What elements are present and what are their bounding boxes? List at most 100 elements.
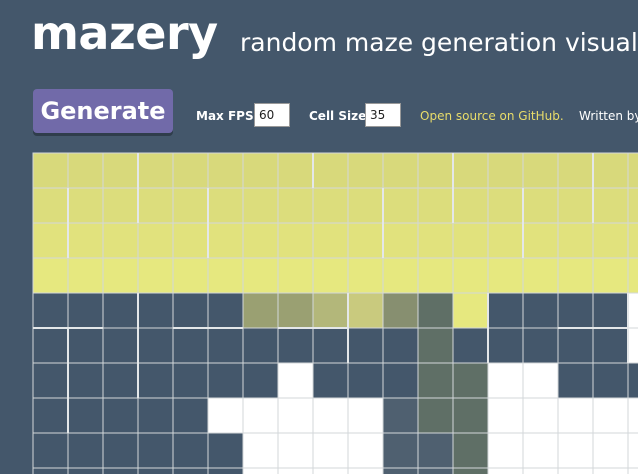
maze-cell [522, 397, 559, 434]
maze-cell [277, 222, 314, 259]
maze-cell [592, 362, 629, 399]
maze-cell [312, 187, 349, 224]
maze-cell [242, 152, 279, 189]
maze-cell [207, 187, 244, 224]
maze-cell [417, 222, 454, 259]
maze-cell [487, 187, 524, 224]
maze-cell [277, 432, 314, 469]
maze-cell [172, 187, 209, 224]
maze-cell [347, 152, 384, 189]
maze-cell [382, 292, 419, 329]
maze-cell [557, 467, 594, 474]
maze-cell [32, 362, 69, 399]
maze-cell [382, 362, 419, 399]
maze-cell [102, 362, 139, 399]
fps-input[interactable]: 60 [254, 103, 290, 127]
maze-cell [627, 152, 638, 189]
maze-cell [137, 257, 174, 294]
maze-cell [207, 152, 244, 189]
maze-cell [487, 257, 524, 294]
maze-cell [347, 187, 384, 224]
maze-cell [347, 467, 384, 474]
maze-cell [522, 222, 559, 259]
maze-cell [207, 432, 244, 469]
maze-cell [592, 152, 629, 189]
maze-cell [452, 397, 489, 434]
maze-cell [382, 397, 419, 434]
maze-cell [417, 362, 454, 399]
maze-cell [32, 327, 69, 364]
maze-cell [627, 327, 638, 364]
maze-cell [522, 152, 559, 189]
maze-cell [522, 362, 559, 399]
maze-cell [67, 397, 104, 434]
maze-cell [487, 327, 524, 364]
maze-cell [102, 292, 139, 329]
generate-button[interactable]: Generate [33, 89, 173, 133]
github-link[interactable]: Open source on GitHub. [420, 109, 564, 123]
maze-cell [627, 257, 638, 294]
maze-cell [452, 187, 489, 224]
maze-cell [452, 362, 489, 399]
maze-cell [557, 292, 594, 329]
maze-cell [172, 257, 209, 294]
maze-cell [207, 397, 244, 434]
maze-cell [137, 432, 174, 469]
maze-cell [32, 467, 69, 474]
maze-cell [417, 397, 454, 434]
maze-cell [207, 467, 244, 474]
maze-cell [242, 432, 279, 469]
app-title: mazery [31, 6, 218, 60]
maze-cell [32, 292, 69, 329]
cell-size-input[interactable]: 35 [365, 103, 401, 127]
app-subtitle: random maze generation visualization [240, 28, 638, 57]
maze-cell [557, 222, 594, 259]
maze-cell [557, 327, 594, 364]
maze-cell [172, 152, 209, 189]
maze-cell [207, 292, 244, 329]
maze-cell [347, 397, 384, 434]
maze-cell [137, 467, 174, 474]
maze-cell [67, 327, 104, 364]
author-text: Written by [579, 109, 638, 123]
maze-cell [102, 467, 139, 474]
maze-cell [277, 187, 314, 224]
maze-cell [242, 257, 279, 294]
maze-cell [382, 327, 419, 364]
maze-cell [102, 327, 139, 364]
fps-label: Max FPS [196, 109, 254, 123]
maze-cell [312, 397, 349, 434]
maze-cell [277, 292, 314, 329]
maze-cell [417, 257, 454, 294]
maze-cell [627, 292, 638, 329]
maze-cell [242, 292, 279, 329]
maze-cell [32, 152, 69, 189]
maze-cell [172, 222, 209, 259]
maze-cell [557, 432, 594, 469]
maze-cell [242, 222, 279, 259]
maze-cell [137, 187, 174, 224]
maze-cell [277, 362, 314, 399]
maze-cell [592, 397, 629, 434]
maze-cell [592, 467, 629, 474]
maze-cell [312, 432, 349, 469]
maze-cell [557, 397, 594, 434]
maze-cell [137, 292, 174, 329]
maze-cell [207, 362, 244, 399]
maze-cell [207, 327, 244, 364]
maze-cell [522, 257, 559, 294]
maze-cell [452, 257, 489, 294]
maze-cell [312, 222, 349, 259]
maze-cell [417, 152, 454, 189]
maze-cell [382, 467, 419, 474]
maze-cell [277, 327, 314, 364]
maze-cell [102, 257, 139, 294]
maze-cell [347, 222, 384, 259]
maze-cell [382, 152, 419, 189]
maze-cell [32, 187, 69, 224]
maze-cell [172, 362, 209, 399]
maze-cell [417, 432, 454, 469]
maze-cell [67, 257, 104, 294]
